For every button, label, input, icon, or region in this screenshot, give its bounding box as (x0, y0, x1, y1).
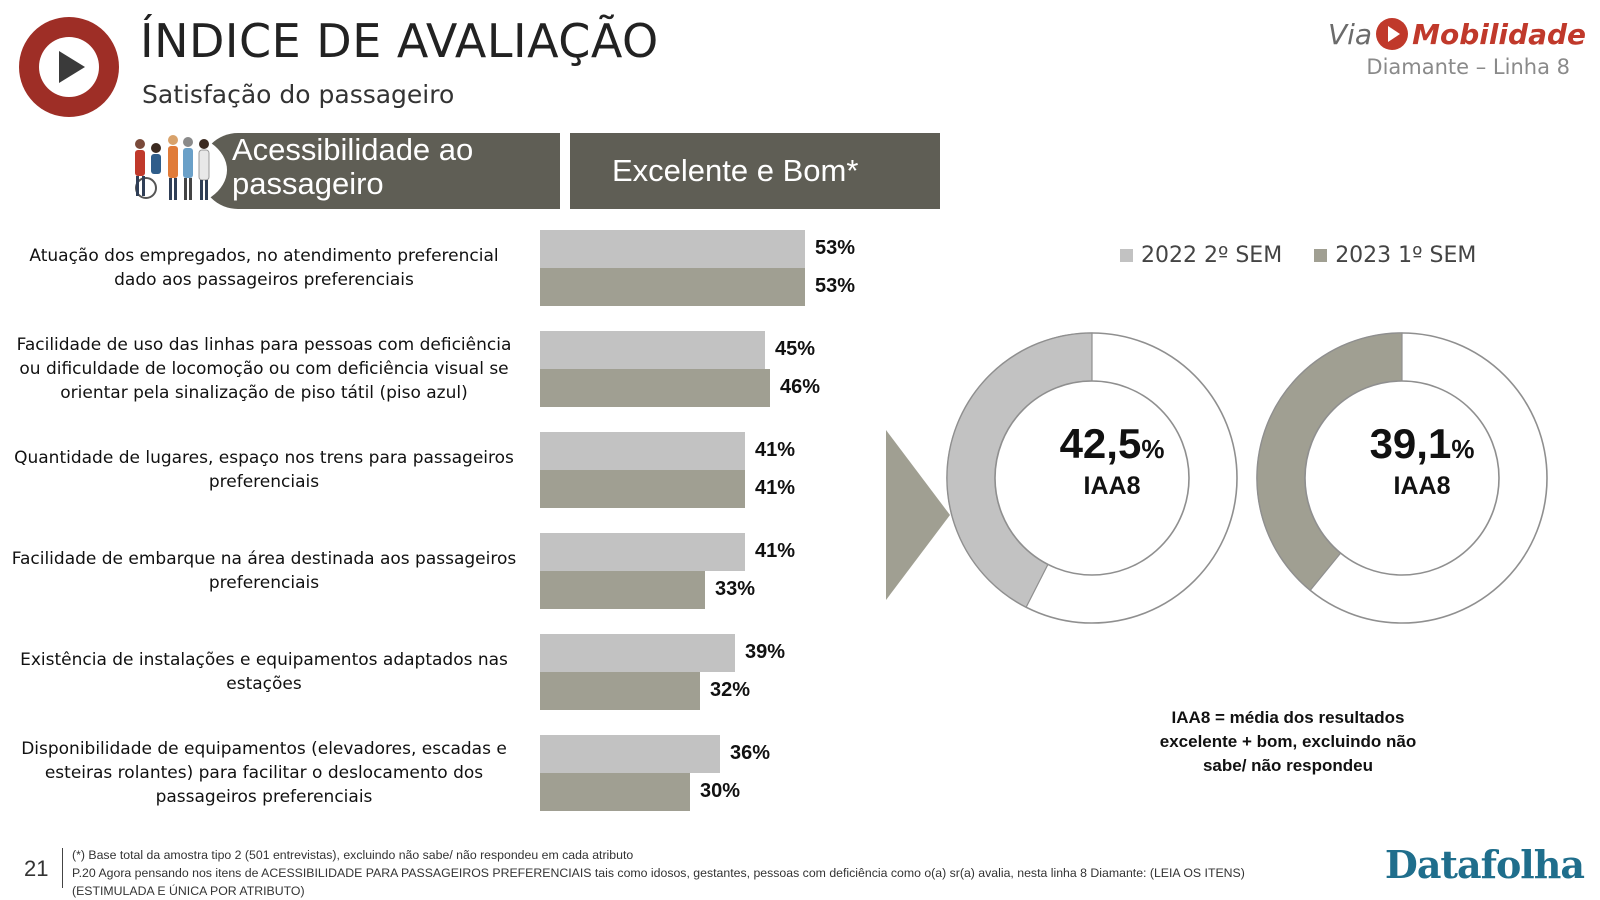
bar-value-label-2022: 53% (815, 237, 856, 259)
bar-2023 (540, 672, 700, 710)
category-label: Atuação dos empregados, no atendimento p… (29, 246, 499, 290)
donut-hole-2023 (1304, 380, 1500, 576)
legend-swatch-2022 (1120, 249, 1133, 262)
legend-label-2022: 2022 2º SEM (1141, 243, 1283, 268)
brand-play-icon (1376, 18, 1409, 50)
bar-2023 (540, 268, 805, 306)
category-label: Existência de instalações e equipamentos… (20, 650, 508, 694)
line-name: Diamante – Linha 8 (1366, 55, 1570, 79)
bar-value-label-2023: 53% (815, 275, 856, 297)
legend-swatch-2023 (1314, 249, 1328, 262)
bar-value-label-2022: 39% (745, 641, 786, 663)
bar-2023 (540, 571, 705, 609)
category-label: Quantidade de lugares, espaço nos trens … (14, 448, 514, 492)
bar-2022 (540, 432, 745, 470)
donut-value-2023: 39,1 (1369, 420, 1452, 467)
donut-value-2022: 42,5 (1059, 420, 1142, 467)
arrow-right-icon (886, 430, 950, 600)
bar-2023 (540, 369, 770, 407)
footnote-line: (ESTIMULADA E ÚNICA POR ATRIBUTO) (72, 884, 305, 898)
bar-value-label-2022: 41% (755, 439, 796, 461)
metric-title: Excelente e Bom* (612, 153, 859, 188)
legend-item-2022: 2022 2º SEM (1120, 243, 1282, 268)
footnote-line: P.20 Agora pensando nos itens de ACESSIB… (72, 866, 1245, 880)
bar-2023 (540, 773, 690, 811)
bar-2022 (540, 331, 765, 369)
bar-value-label-2023: 33% (715, 578, 756, 600)
bar-2022 (540, 533, 745, 571)
bar-2022 (540, 735, 720, 773)
bar-value-label-2023: 30% (700, 780, 741, 802)
bar-value-label-2022: 36% (730, 742, 771, 764)
section-title: Acessibilidade ao passageiro (232, 132, 474, 201)
donut-charts (946, 332, 1548, 624)
brand-mobilidade: Mobilidade (1412, 17, 1586, 51)
category-label: Facilidade de uso das linhas para pessoa… (16, 335, 512, 403)
brand-via: Via (1328, 17, 1373, 51)
donut-center-2022: 42,5% IAA8 (1012, 420, 1212, 501)
legend-item-2023: 2023 1º SEM (1314, 243, 1476, 268)
category-label: Disponibilidade de equipamentos (elevado… (21, 739, 507, 807)
bar-2022 (540, 634, 735, 672)
people-group-icon (119, 132, 227, 208)
category-label: Facilidade de embarque na área destinada… (11, 549, 517, 593)
bar-value-label-2022: 41% (755, 540, 796, 562)
bar-value-label-2023: 32% (710, 679, 751, 701)
footnote: (*) Base total da amostra tipo 2 (501 en… (72, 846, 1322, 900)
donut-unit-2022: % (1141, 434, 1165, 464)
footnote-line: (*) Base total da amostra tipo 2 (501 en… (72, 848, 634, 862)
bar-2023 (540, 470, 745, 508)
section-header-bar (200, 133, 560, 209)
bar-2022 (540, 230, 805, 268)
page-number: 21 (24, 856, 49, 881)
donut-center-2023: 39,1% IAA8 (1322, 420, 1522, 501)
donut-label-2023: IAA8 (1393, 472, 1451, 500)
metric-header-bar (570, 133, 940, 209)
page-title: ÍNDICE DE AVALIAÇÃO (140, 14, 659, 68)
bar-value-label-2023: 41% (755, 477, 796, 499)
donut-hole-2022 (994, 380, 1190, 576)
iaa-definition-note: IAA8 = média dos resultados excelente + … (1159, 708, 1417, 775)
page-subtitle: Satisfação do passageiro (142, 80, 455, 109)
bar-value-label-2022: 45% (775, 338, 816, 360)
footer-divider (62, 848, 63, 888)
bar-value-label-2023: 46% (780, 376, 821, 398)
donut-label-2022: IAA8 (1083, 472, 1141, 500)
datafolha-logo: Datafolha (1384, 842, 1585, 887)
play-logo-icon (19, 17, 119, 117)
chart-legend: 2022 2º SEM 2023 1º SEM (1120, 243, 1508, 268)
viamobilidade-logo: Via Mobilidade (1328, 14, 1586, 54)
legend-label-2023: 2023 1º SEM (1335, 243, 1477, 268)
donut-unit-2023: % (1451, 434, 1475, 464)
